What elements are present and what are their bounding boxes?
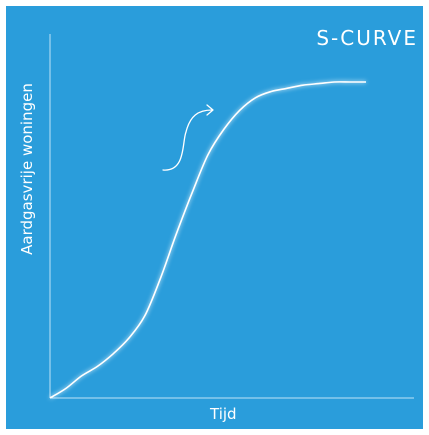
- series-layer: [49, 81, 366, 399]
- x-axis-label: Tijd: [210, 405, 237, 423]
- y-axis-label: Aardgasvrije woningen: [18, 83, 36, 255]
- chart-panel: S-CURVE Aardgasvrije woningen Tijd: [6, 6, 423, 429]
- chart-svg: [49, 34, 414, 399]
- s-curve-line: [49, 81, 366, 399]
- s-curve-arrow-icon: [162, 109, 213, 171]
- s-curve-arrow-head: [206, 104, 214, 116]
- chart-title: S-CURVE: [316, 26, 418, 50]
